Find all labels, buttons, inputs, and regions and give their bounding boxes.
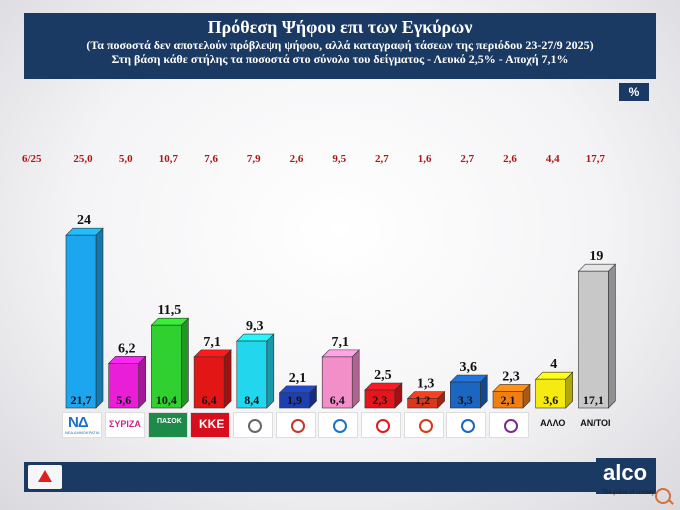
bar-1: [108, 363, 139, 409]
bar-total-label-1: 5,6: [116, 393, 131, 407]
logo-nd: ΝΔ ΝΕΑ ΔΗΜΟΚΡΑΤΙΑ: [62, 412, 102, 438]
bar-total-label-4: 8,4: [244, 393, 259, 407]
prev-value-label-6: 9,5: [332, 153, 346, 165]
bar-value-label-9: 3,6: [460, 360, 478, 375]
bar-total-label-2: 10,4: [156, 393, 177, 407]
triangle-logo-icon: [38, 470, 52, 482]
prev-value-label-2: 10,7: [159, 153, 179, 165]
bar-total-label-8: 1,2: [415, 393, 430, 407]
prev-value-label-1: 5,0: [119, 153, 133, 165]
bar-top-5: [278, 385, 318, 394]
logo-spartiates: [489, 412, 529, 438]
logo-kke: ΚΚΕ: [190, 412, 230, 438]
bar-top-0: [65, 227, 104, 236]
bar-2: [151, 324, 182, 409]
bar-total-label-9: 3,3: [458, 393, 473, 407]
bar-12: [578, 270, 609, 409]
bar-8: [407, 398, 438, 409]
bar-side-4: [266, 333, 275, 409]
bar-total-label-3: 6,4: [202, 393, 217, 407]
bar-total-label-5: 1,9: [287, 393, 302, 407]
footer-left-logo: [28, 465, 62, 489]
zoom-icon[interactable]: [655, 488, 671, 504]
prev-value-label-5: 2,6: [290, 153, 304, 165]
prev-value-label-8: 1,6: [418, 153, 432, 165]
prev-value-label-7: 2,7: [375, 153, 389, 165]
bar-top-1: [107, 356, 147, 364]
bar-value-label-11: 4: [550, 357, 557, 372]
bar-top-9: [449, 374, 489, 383]
bar-value-label-7: 2,5: [374, 368, 392, 383]
bar-4: [236, 340, 268, 409]
bar-5: [279, 392, 310, 409]
bar-top-6: [321, 349, 360, 358]
bar-value-label-2: 11,5: [158, 303, 182, 318]
bar-top-4: [236, 333, 275, 342]
bar-top-3: [193, 349, 232, 358]
bar-top-2: [150, 317, 190, 326]
prev-value-label-0: 25,0: [73, 153, 93, 165]
footer-bar: [24, 462, 656, 492]
bar-value-label-1: 6,2: [118, 341, 136, 356]
logo-plefsi: [318, 412, 358, 438]
logo-kinima: [404, 412, 444, 438]
bar-9: [449, 381, 481, 409]
alco-logo-box: [596, 458, 656, 494]
bar-value-label-4: 9,3: [246, 319, 264, 334]
bar-value-label-12: 19: [589, 249, 603, 264]
bar-side-1: [138, 355, 146, 409]
prev-value-label-12: 17,7: [586, 153, 606, 165]
bar-total-label-0: 21,7: [71, 393, 92, 407]
alco-logo: alco: [602, 460, 648, 485]
bar-total-label-12: 17,1: [583, 393, 604, 407]
prev-value-label-3: 7,6: [204, 153, 218, 165]
bar-value-label-3: 7,1: [203, 335, 221, 350]
bar-side-12: [608, 263, 616, 409]
chart-title: Πρόθεση Ψήφου επι των Εγκύρων: [207, 17, 473, 37]
bar-value-label-8: 1,3: [417, 377, 435, 392]
bar-value-label-0: 24: [77, 213, 91, 228]
bar-total-label-7: 2,3: [372, 393, 387, 407]
prev-value-label-9: 2,7: [460, 153, 474, 165]
bar-total-label-6: 6,4: [330, 393, 345, 407]
bar-value-label-10: 2,3: [502, 369, 520, 384]
category-label-11: ΑΛΛΟ: [540, 418, 565, 428]
bar-3: [193, 356, 225, 409]
logo-syriza: ΣΥΡΙΖΑ: [105, 412, 145, 438]
bar-total-label-11: 3,6: [543, 393, 558, 407]
logo-niki: [276, 412, 316, 438]
prev-wave-label: 6/25: [22, 153, 42, 165]
bar-7: [364, 389, 396, 409]
alco-tagline: The pulse of society: [601, 490, 655, 496]
bar-total-label-10: 2,1: [501, 393, 516, 407]
category-label-12: ΑΝ/ΤΟΙ: [580, 418, 610, 428]
bar-top-11: [534, 371, 574, 380]
bar-side-3: [223, 349, 232, 409]
chart-subtitle-2: Στη βάση κάθε στήλης τα ποσοστά στο σύνο…: [111, 52, 569, 66]
bar-6: [321, 356, 353, 409]
percent-badge: %: [619, 83, 649, 101]
bar-top-10: [492, 384, 531, 392]
bar-value-label-6: 7,1: [331, 335, 349, 350]
bar-side-0: [95, 227, 104, 409]
logo-mera25: [361, 412, 401, 438]
bar-0: [65, 234, 97, 409]
prev-value-label-11: 4,4: [546, 153, 560, 165]
prev-value-label-4: 7,9: [247, 153, 261, 165]
logo-elliniki-lysi: [233, 412, 273, 438]
bar-10: [492, 391, 524, 409]
bar-top-7: [364, 382, 403, 391]
bar-value-label-5: 2,1: [289, 371, 307, 386]
prev-value-label-10: 2,6: [503, 153, 517, 165]
chart-header: Πρόθεση Ψήφου επι των Εγκύρων (Τα ποσοστ…: [24, 13, 656, 79]
logo-foni-logikis: [446, 412, 486, 438]
chart-subtitle-1: (Τα ποσοστά δεν αποτελούν πρόβλεψη ψήφου…: [86, 38, 594, 52]
bar-side-2: [181, 317, 189, 409]
bar-side-6: [351, 349, 360, 409]
bar-top-12: [577, 263, 617, 272]
bar-11: [535, 378, 567, 409]
logo-pasok: ΠΑΣΟΚ: [148, 412, 188, 438]
